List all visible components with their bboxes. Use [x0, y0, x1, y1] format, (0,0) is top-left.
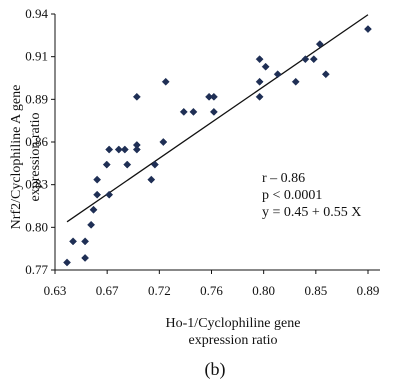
data-point [81, 253, 90, 262]
data-point [63, 258, 71, 267]
data-point [301, 55, 310, 64]
data-point [114, 145, 123, 154]
p-value-annotation: p < 0.0001 [262, 188, 322, 203]
data-point [209, 107, 218, 116]
x-tick-label: 0.72 [148, 283, 171, 298]
x-tick-labels: 0.63 0.67 0.72 0.76 0.80 0.85 0.89 [44, 283, 380, 298]
data-point [255, 92, 264, 101]
data-point [309, 55, 318, 64]
data-point [261, 62, 270, 71]
regression-line [66, 14, 369, 223]
y-tick-label: 0.94 [25, 6, 48, 21]
data-point [69, 237, 78, 246]
data-point [255, 55, 264, 64]
data-point [102, 160, 111, 169]
data-point [364, 25, 372, 34]
data-point [87, 220, 96, 229]
data-points [63, 25, 372, 267]
x-tick-label: 0.89 [357, 283, 380, 298]
y-axis-title-line-1: Nrf2/Cyclophiline A gene [9, 85, 24, 230]
data-point [93, 175, 102, 184]
data-point [81, 237, 90, 246]
data-point [93, 190, 102, 199]
tick-marks [51, 13, 369, 274]
data-point [159, 138, 168, 146]
y-tick-label: 0.89 [25, 91, 48, 106]
data-point [161, 77, 170, 86]
data-point [147, 175, 156, 184]
y-tick-label: 0.83 [25, 177, 48, 192]
data-point [255, 77, 264, 86]
data-point [209, 92, 218, 101]
data-point [105, 145, 114, 154]
data-point [89, 205, 98, 214]
x-tick-label: 0.76 [200, 283, 223, 298]
regression-equation-annotation: y = 0.45 + 0.55 X [262, 205, 361, 220]
data-point [189, 107, 198, 116]
data-point [179, 107, 188, 116]
y-tick-label: 0.91 [25, 49, 48, 64]
data-point [150, 160, 159, 169]
correlation-annotation: r – 0.86 [262, 171, 305, 186]
y-tick-labels: 0.77 0.80 0.83 0.86 0.89 0.91 0.94 [25, 6, 48, 277]
data-point [291, 77, 300, 86]
x-tick-label: 0.63 [44, 283, 67, 298]
x-axis-title-line-2: expression ratio [188, 333, 277, 348]
data-point [132, 92, 141, 101]
axes [54, 14, 380, 271]
data-point [315, 40, 324, 49]
data-point [123, 160, 132, 169]
y-tick-label: 0.80 [25, 219, 48, 234]
regression-line-group [66, 14, 369, 223]
data-point [132, 145, 141, 154]
data-point [321, 70, 330, 79]
x-tick-label: 0.67 [96, 283, 119, 298]
panel-label: (b) [205, 359, 226, 380]
x-axis-title-line-1: Ho-1/Cyclophiline gene [166, 316, 301, 331]
y-tick-label: 0.77 [25, 262, 48, 277]
data-point [105, 190, 114, 199]
y-tick-label: 0.86 [25, 134, 48, 149]
x-tick-label: 0.85 [304, 283, 327, 298]
data-point [120, 145, 129, 154]
data-point [273, 70, 282, 79]
y-axis-title-line-2: expression ratio [28, 112, 43, 201]
x-tick-label: 0.80 [252, 283, 275, 298]
